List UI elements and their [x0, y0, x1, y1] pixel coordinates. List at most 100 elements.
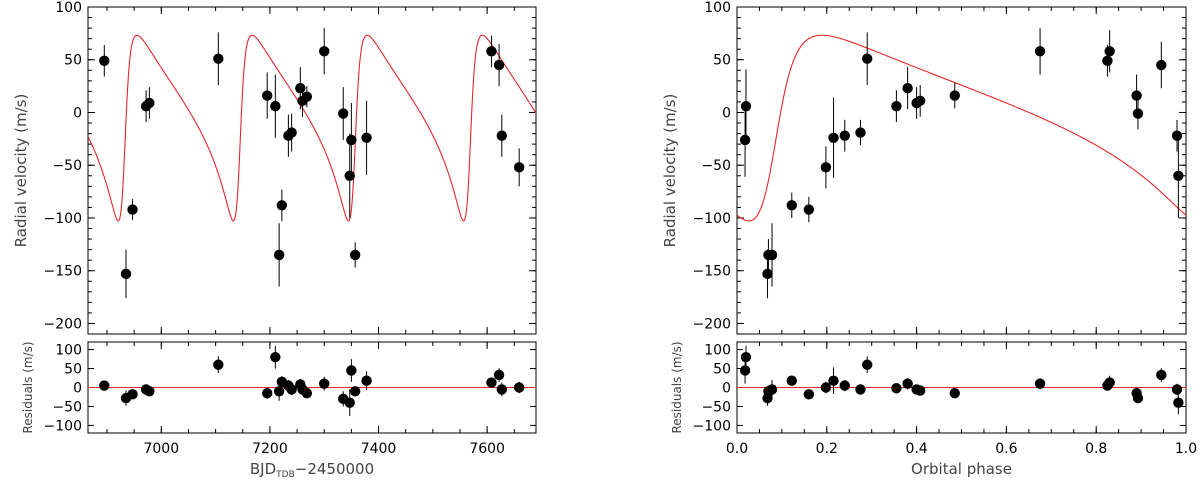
residual-data-point [361, 375, 372, 386]
left-main-plot-frame [87, 6, 537, 335]
residual-data-point [949, 387, 960, 399]
rv-data-point [902, 83, 913, 94]
res-y-tick-label: −100 [44, 418, 82, 434]
rv-data-point [286, 127, 297, 138]
x-tick-label: 7200 [252, 441, 288, 457]
rv-data-point [361, 132, 372, 143]
res-y-tick-label: −50 [701, 399, 731, 415]
res-y-tick-label: −50 [52, 399, 82, 415]
residual-data-point [740, 351, 752, 363]
rv-data-point [740, 100, 752, 112]
x-axis-title-main: BJD [250, 460, 276, 478]
rv-data-point [273, 249, 285, 261]
residual-data-point [496, 384, 507, 395]
rv-data-point [270, 100, 281, 112]
x-axis-title: BJDTDB−2450000 [250, 460, 374, 480]
rv-data-point [276, 200, 288, 211]
x-tick-label: 0.0 [726, 441, 748, 457]
rv-data-point [766, 249, 778, 261]
rv-data-point [301, 91, 313, 102]
rv-data-point [127, 204, 138, 215]
rv-data-point [213, 53, 224, 64]
y-tick-label: −100 [693, 211, 731, 227]
x-tick-label: 7600 [469, 441, 505, 457]
x-tick-label: 0.8 [1085, 441, 1107, 457]
residual-data-point [319, 378, 330, 389]
residual-data-point [1034, 378, 1046, 389]
residual-data-point [891, 383, 902, 394]
residual-data-point [786, 375, 797, 386]
residual-data-point [766, 384, 778, 395]
y-tick-label: 100 [55, 0, 82, 16]
residual-data-point [213, 359, 224, 370]
x-tick-label: 0.6 [995, 441, 1017, 457]
y-tick-label: −50 [701, 158, 731, 174]
residual-axis-title: Residuals (m/s) [670, 341, 684, 433]
res-y-tick-label: 0 [73, 381, 82, 397]
rv-data-point [295, 83, 306, 94]
rv-data-point [1131, 90, 1142, 101]
x-tick-label: 1.0 [1175, 441, 1197, 457]
residual-data-point [301, 387, 313, 399]
right-main-plot-frame [736, 6, 1187, 335]
residual-data-point [828, 375, 839, 386]
res-y-tick-label: 50 [64, 362, 82, 378]
res-y-tick-label: −100 [693, 418, 731, 434]
residual-axis-title: Residuals (m/s) [21, 341, 35, 433]
rv-data-point [99, 55, 110, 66]
residual-data-point [262, 387, 273, 399]
model-curve [737, 34, 1186, 222]
x-axis-title-suffix: −2450000 [295, 460, 374, 478]
rv-data-point [513, 162, 525, 173]
res-y-tick-label: 100 [55, 343, 82, 359]
y-tick-label: −150 [693, 264, 731, 280]
rv-data-point [839, 130, 850, 141]
rv-data-point [891, 100, 902, 112]
residual-data-point [839, 380, 850, 391]
rv-data-point [828, 132, 839, 143]
rv-data-point [493, 59, 505, 71]
residual-data-point [493, 369, 505, 381]
y-tick-label: 50 [713, 53, 731, 69]
rv-data-point [338, 108, 349, 119]
y-tick-label: −200 [693, 316, 731, 332]
residual-data-point [99, 380, 110, 391]
y-tick-label: −150 [44, 264, 82, 280]
rv-data-point [349, 249, 361, 261]
x-tick-label: 0.2 [816, 441, 838, 457]
rv-data-point [144, 97, 155, 109]
rv-data-point [739, 134, 751, 146]
residual-data-point [344, 397, 355, 408]
residual-data-point [862, 359, 873, 370]
rv-data-point [120, 268, 132, 280]
y-axis-title: Radial velocity (m/s) [12, 94, 30, 248]
rv-data-point [786, 200, 797, 211]
residual-data-point [286, 384, 297, 395]
residual-data-point [1171, 384, 1183, 395]
x-axis-title-subscript: TDB [275, 470, 295, 480]
x-tick-label: 7000 [143, 441, 179, 457]
residual-data-point [1132, 392, 1144, 404]
residual-data-point [820, 382, 832, 393]
residual-data-point [270, 351, 281, 363]
rv-data-point [1102, 55, 1113, 66]
rv-data-point [862, 53, 873, 64]
right-panel-phase-folded: 0.0 0.2 0.4 0.6 0.8 1.0 100 50 0 −50 −100 −150 −200 1… [661, 0, 1197, 478]
rv-data-point [855, 127, 866, 138]
y-tick-label: −200 [44, 316, 82, 332]
rv-data-point [1132, 108, 1144, 119]
residual-data-point [1156, 369, 1167, 381]
residual-data-point [273, 386, 285, 397]
rv-data-point [486, 46, 497, 57]
residual-data-point [855, 384, 866, 395]
residual-data-point [144, 386, 155, 397]
y-tick-label: 100 [704, 0, 731, 16]
res-y-tick-label: 0 [722, 381, 731, 397]
rv-data-point [914, 95, 926, 107]
residual-data-point [513, 382, 525, 393]
rv-data-point [803, 204, 815, 215]
residual-data-point [914, 385, 926, 396]
residual-data-point [1173, 397, 1184, 408]
residual-data-point [349, 386, 361, 397]
